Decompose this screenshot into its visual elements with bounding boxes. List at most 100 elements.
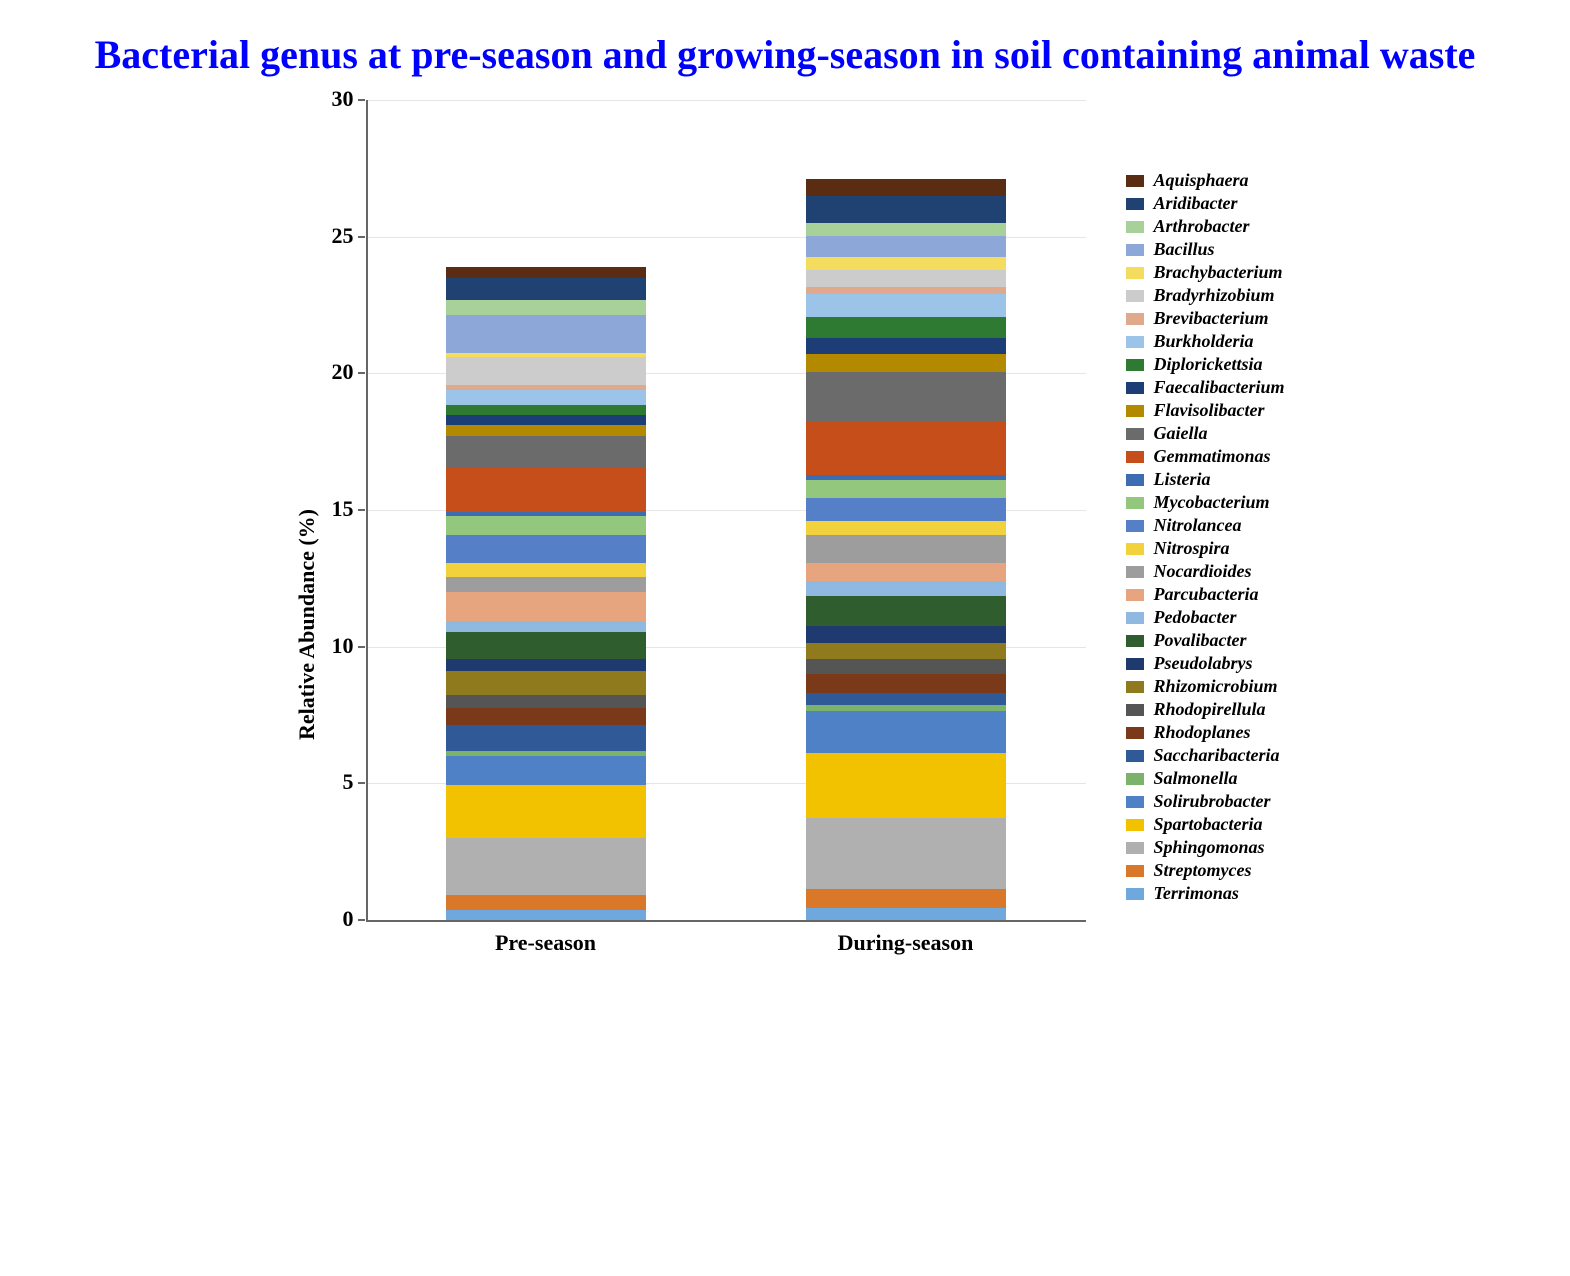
bar-segment bbox=[446, 756, 646, 785]
legend-item: Parcubacteria bbox=[1126, 584, 1285, 605]
ytick-mark bbox=[358, 236, 365, 238]
bar-segment bbox=[806, 223, 1006, 235]
bar-segment bbox=[806, 421, 1006, 474]
legend-swatch bbox=[1126, 497, 1144, 509]
x-axis-label: During-season bbox=[761, 930, 1051, 956]
legend-item: Gaiella bbox=[1126, 423, 1285, 444]
legend-swatch bbox=[1126, 451, 1144, 463]
bar-segment bbox=[806, 521, 1006, 535]
ytick-label: 10 bbox=[316, 633, 354, 659]
bar-segment bbox=[806, 563, 1006, 581]
legend-label: Gemmatimonas bbox=[1154, 446, 1271, 467]
legend-swatch bbox=[1126, 221, 1144, 233]
legend: AquisphaeraAridibacterArthrobacterBacill… bbox=[1126, 170, 1285, 904]
legend-swatch bbox=[1126, 658, 1144, 670]
legend-label: Nitrolancea bbox=[1154, 515, 1242, 536]
bar-segment bbox=[806, 643, 1006, 659]
bar-segment bbox=[446, 535, 646, 564]
chart-title: Bacterial genus at pre-season and growin… bbox=[60, 30, 1510, 80]
legend-label: Listeria bbox=[1154, 469, 1211, 490]
bar-segment bbox=[806, 596, 1006, 626]
legend-item: Listeria bbox=[1126, 469, 1285, 490]
legend-swatch bbox=[1126, 773, 1144, 785]
legend-swatch bbox=[1126, 635, 1144, 647]
legend-item: Aridibacter bbox=[1126, 193, 1285, 214]
bar-segment bbox=[446, 390, 646, 405]
y-axis-label: Relative Abundance (%) bbox=[294, 509, 320, 740]
legend-item: Nitrospira bbox=[1126, 538, 1285, 559]
legend-label: Rhizomicrobium bbox=[1154, 676, 1278, 697]
legend-item: Brachybacterium bbox=[1126, 262, 1285, 283]
legend-item: Streptomyces bbox=[1126, 860, 1285, 881]
ytick-label: 15 bbox=[316, 496, 354, 522]
legend-item: Rhodoplanes bbox=[1126, 722, 1285, 743]
bar-segment bbox=[446, 357, 646, 384]
chart-area: 051015202530 Pre-seasonDuring-season Rel… bbox=[286, 100, 1086, 956]
ytick-mark bbox=[358, 646, 365, 648]
legend-label: Flavisolibacter bbox=[1154, 400, 1265, 421]
bar-segment bbox=[806, 693, 1006, 705]
legend-item: Flavisolibacter bbox=[1126, 400, 1285, 421]
legend-item: Pseudolabrys bbox=[1126, 653, 1285, 674]
bar-segment bbox=[446, 785, 646, 838]
legend-label: Aquisphaera bbox=[1154, 170, 1249, 191]
legend-label: Terrimonas bbox=[1154, 883, 1239, 904]
legend-item: Faecalibacterium bbox=[1126, 377, 1285, 398]
ytick-label: 25 bbox=[316, 223, 354, 249]
legend-label: Nocardioides bbox=[1154, 561, 1252, 582]
bar-segment bbox=[446, 725, 646, 751]
bar-segment bbox=[446, 278, 646, 300]
bar-segment bbox=[446, 910, 646, 920]
legend-swatch bbox=[1126, 428, 1144, 440]
bar-segment bbox=[446, 895, 646, 910]
legend-label: Rhodopirellula bbox=[1154, 699, 1266, 720]
legend-item: Rhizomicrobium bbox=[1126, 676, 1285, 697]
legend-item: Solirubrobacter bbox=[1126, 791, 1285, 812]
legend-item: Bradyrhizobium bbox=[1126, 285, 1285, 306]
bar-segment bbox=[806, 535, 1006, 564]
legend-label: Solirubrobacter bbox=[1154, 791, 1271, 812]
legend-label: Sphingomonas bbox=[1154, 837, 1265, 858]
legend-swatch bbox=[1126, 359, 1144, 371]
ytick-mark bbox=[358, 919, 365, 921]
legend-item: Burkholderia bbox=[1126, 331, 1285, 352]
figure: 051015202530 Pre-seasonDuring-season Rel… bbox=[20, 100, 1550, 956]
x-axis-labels: Pre-seasonDuring-season bbox=[366, 930, 1086, 956]
legend-swatch bbox=[1126, 888, 1144, 900]
legend-swatch bbox=[1126, 405, 1144, 417]
legend-swatch bbox=[1126, 244, 1144, 256]
legend-label: Saccharibacteria bbox=[1154, 745, 1280, 766]
bar-segment bbox=[806, 179, 1006, 195]
ytick-label: 30 bbox=[316, 86, 354, 112]
bar-segment bbox=[446, 415, 646, 426]
bar-segment bbox=[446, 468, 646, 512]
legend-label: Parcubacteria bbox=[1154, 584, 1259, 605]
legend-label: Faecalibacterium bbox=[1154, 377, 1285, 398]
bar-segment bbox=[806, 818, 1006, 889]
bar-segment bbox=[806, 480, 1006, 498]
legend-item: Pedobacter bbox=[1126, 607, 1285, 628]
ytick-label: 5 bbox=[316, 769, 354, 795]
bar-segment bbox=[446, 315, 646, 353]
bar-segment bbox=[806, 674, 1006, 693]
legend-item: Rhodopirellula bbox=[1126, 699, 1285, 720]
legend-item: Sphingomonas bbox=[1126, 837, 1285, 858]
bar-segment bbox=[446, 632, 646, 659]
legend-label: Povalibacter bbox=[1154, 630, 1247, 651]
bar-segment bbox=[446, 592, 646, 621]
legend-item: Bacillus bbox=[1126, 239, 1285, 260]
legend-item: Mycobacterium bbox=[1126, 492, 1285, 513]
bar-segment bbox=[446, 436, 646, 467]
gridline bbox=[366, 920, 1086, 922]
legend-swatch bbox=[1126, 727, 1144, 739]
ytick-mark bbox=[358, 782, 365, 784]
legend-swatch bbox=[1126, 589, 1144, 601]
bar-segment bbox=[806, 270, 1006, 288]
ytick-mark bbox=[358, 372, 365, 374]
legend-label: Pseudolabrys bbox=[1154, 653, 1253, 674]
bar-segment bbox=[806, 317, 1006, 338]
legend-swatch bbox=[1126, 382, 1144, 394]
legend-swatch bbox=[1126, 681, 1144, 693]
bar-column bbox=[761, 179, 1051, 920]
legend-label: Salmonella bbox=[1154, 768, 1238, 789]
